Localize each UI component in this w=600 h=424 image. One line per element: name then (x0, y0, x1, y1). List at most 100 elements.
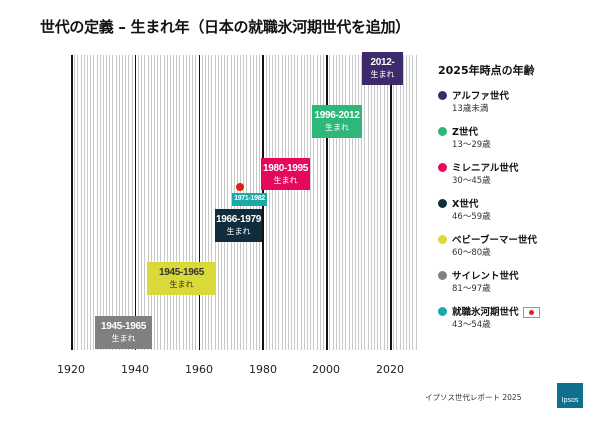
year-gridline (224, 55, 226, 350)
year-gridline (377, 55, 379, 350)
legend-item: アルファ世代 13歳未満 (438, 88, 540, 124)
year-gridline (125, 55, 127, 350)
year-gridline (361, 55, 363, 350)
legend-name: Z世代 (452, 127, 478, 138)
year-gridline (281, 55, 283, 350)
gen-box-z: 1996-2012 生まれ (312, 105, 362, 138)
year-gridline (102, 55, 104, 350)
gen-box-ice-age: 1971-1982 (232, 193, 267, 206)
legend-age: 30～45歳 (452, 176, 491, 186)
major-gridline (326, 55, 328, 350)
year-gridline (169, 55, 171, 350)
year-gridline (294, 55, 296, 350)
year-gridline (370, 55, 372, 350)
legend-item: サイレント世代 81～97歳 (438, 268, 540, 304)
year-gridline (402, 55, 404, 350)
japan-flag-icon (236, 183, 244, 191)
year-gridline (99, 55, 101, 350)
tick-label: 1940 (121, 363, 149, 376)
year-gridline (303, 55, 305, 350)
year-gridline (204, 55, 206, 350)
year-gridline (93, 55, 95, 350)
year-gridline (137, 55, 139, 350)
legend-age: 60～80歳 (452, 248, 491, 258)
japan-flag-icon (522, 307, 540, 318)
gen-box-x: 1966-1979 生まれ (215, 209, 262, 242)
legend-dot-icon (438, 307, 447, 316)
year-gridline (176, 55, 178, 350)
year-gridline (332, 55, 334, 350)
year-gridline (393, 55, 395, 350)
legend-dot-icon (438, 199, 447, 208)
year-gridline (179, 55, 181, 350)
year-gridline (147, 55, 149, 350)
year-gridline (310, 55, 312, 350)
year-gridline (275, 55, 277, 350)
gen-box-alpha: 2012- 生まれ (362, 52, 403, 85)
year-gridline (185, 55, 187, 350)
year-gridline (166, 55, 168, 350)
legend-dot-icon (438, 271, 447, 280)
year-gridline (316, 55, 318, 350)
year-gridline (351, 55, 353, 350)
year-gridline (313, 55, 315, 350)
major-gridline (71, 55, 73, 350)
legend-age: 13歳未満 (452, 104, 489, 114)
legend-item: Z世代 13～29歳 (438, 124, 540, 160)
year-gridline (319, 55, 321, 350)
legend-dot-icon (438, 127, 447, 136)
year-gridline (374, 55, 376, 350)
year-gridline (335, 55, 337, 350)
year-gridline (348, 55, 350, 350)
year-gridline (323, 55, 324, 350)
gen-box-millennial: 1980-1995 生まれ (261, 158, 310, 190)
year-gridline (163, 55, 165, 350)
tick-label: 2020 (376, 363, 404, 376)
year-gridline (189, 55, 191, 350)
year-gridline (307, 55, 309, 350)
year-gridline (141, 55, 143, 350)
year-gridline (150, 55, 152, 350)
year-gridline (173, 55, 175, 350)
year-gridline (128, 55, 130, 350)
year-gridline (342, 55, 344, 350)
gen-box-silent: 1945-1965 生まれ (95, 316, 152, 349)
year-gridline (409, 55, 411, 350)
year-gridline (115, 55, 117, 350)
year-gridline (380, 55, 382, 350)
tick-label: 1960 (185, 363, 213, 376)
legend: 2025年時点の年齢 アルファ世代 13歳未満 Z世代 13～29歳 ミレニアル… (438, 62, 540, 340)
gen-box-boomer: 1945-1965 生まれ (147, 262, 216, 295)
year-gridline (220, 55, 222, 350)
year-gridline (122, 55, 124, 350)
year-gridline (386, 55, 388, 350)
year-gridline (230, 55, 232, 350)
year-gridline (106, 55, 108, 350)
year-gridline (396, 55, 398, 350)
legend-dot-icon (438, 235, 447, 244)
page-title: 世代の定義 – 生まれ年（日本の就職氷河期世代を追加） (40, 18, 410, 36)
legend-item: 就職氷河期世代 43～54歳 (438, 304, 540, 340)
legend-title: 2025年時点の年齢 (438, 64, 535, 77)
major-gridline (134, 55, 137, 350)
year-gridline (383, 55, 385, 350)
year-gridline (358, 55, 360, 350)
year-gridline (329, 55, 331, 350)
ipsos-logo: Ipsos (557, 383, 583, 408)
legend-age: 13～29歳 (452, 140, 491, 150)
year-gridline (354, 55, 356, 350)
year-gridline (74, 55, 76, 350)
year-gridline (157, 55, 159, 350)
year-gridline (364, 55, 366, 350)
year-gridline (192, 55, 194, 350)
year-gridline (144, 55, 146, 350)
year-gridline (291, 55, 293, 350)
year-gridline (367, 55, 369, 350)
legend-name: 就職氷河期世代 (452, 307, 519, 318)
year-gridline (83, 55, 85, 350)
legend-name: サイレント世代 (452, 271, 519, 282)
legend-dot-icon (438, 91, 447, 100)
legend-name: X世代 (452, 199, 479, 210)
year-gridline (415, 55, 417, 350)
